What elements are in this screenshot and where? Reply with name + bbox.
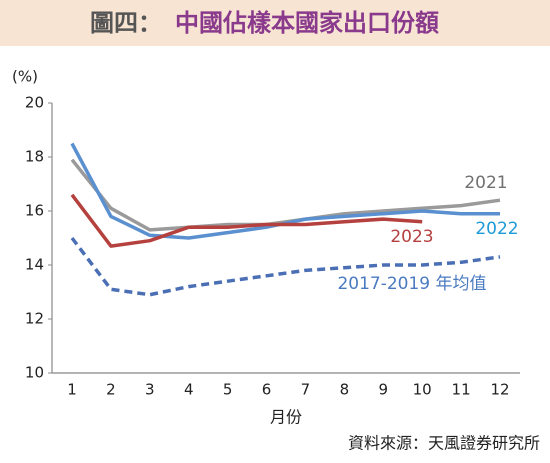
x-tick-label: 7 [301,381,311,399]
series-line [70,193,423,248]
y-axis-label: (%) [12,68,38,86]
x-tick-label: 2 [106,381,116,399]
series-label: 2021 [464,173,507,193]
x-tick-label: 1 [67,381,77,399]
x-tick-label: 5 [223,381,233,399]
x-tick-label: 6 [262,381,272,399]
series-label: 2023 [390,227,433,247]
x-tick-label: 12 [490,381,509,399]
title-band [0,0,550,46]
x-axis-label: 月份 [270,408,302,427]
x-tick-label: 9 [378,381,388,399]
figure-label: 圖四： [90,9,162,37]
series-line [70,158,501,232]
series-label: 2022 [475,219,518,239]
y-tick-label: 10 [25,364,44,382]
x-tick-label: 4 [184,381,194,399]
y-tick-label: 12 [25,310,44,328]
series-label: 2017-2019 年均值 [337,274,486,294]
y-tick-label: 20 [25,94,44,112]
y-tick-label: 16 [25,202,44,220]
chart-title: 中國佔樣本國家出口份額 [175,9,439,37]
x-tick-label: 11 [452,381,471,399]
y-tick-label: 18 [25,148,44,166]
x-tick-label: 3 [145,381,155,399]
source: 資料來源：天風證券研究所 [348,434,540,453]
x-tick-label: 8 [340,381,350,399]
x-tick-label: 10 [413,381,432,399]
y-tick-label: 14 [25,256,44,274]
series-line [70,236,501,297]
